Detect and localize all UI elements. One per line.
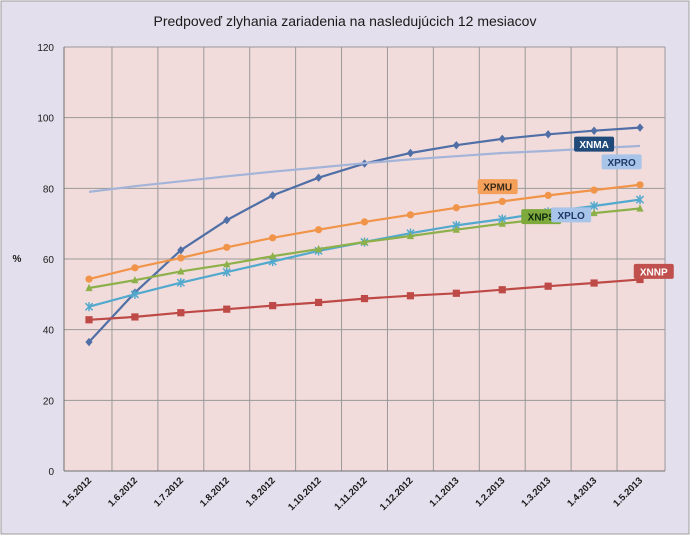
data-point-xnps <box>590 208 598 217</box>
y-tick-label: 60 <box>43 255 55 266</box>
y-tick-label: 120 <box>37 43 54 54</box>
series-line-xpro <box>88 144 641 193</box>
data-point-xnps <box>314 245 323 253</box>
data-point-xnnp <box>406 292 415 300</box>
gridlines <box>63 46 666 472</box>
data-point-xnnp <box>452 289 460 297</box>
label-box-xnma <box>574 136 615 152</box>
data-point-xnps <box>131 276 139 284</box>
data-point-xnma <box>177 245 185 255</box>
label-text-xnps: XNPS <box>528 213 556 224</box>
data-point-xnma <box>223 215 231 225</box>
data-point-xpmu <box>406 211 415 219</box>
data-point-xpmu <box>85 275 93 283</box>
data-point-xnnp <box>131 313 139 321</box>
label-text-xplo: XPLO <box>558 211 585 222</box>
data-point-xnma <box>544 130 552 139</box>
data-point-xnps <box>636 204 644 212</box>
label-xnma: XNMA <box>574 136 615 152</box>
data-point-xpmu <box>636 181 644 189</box>
data-point-xpmu <box>452 204 460 212</box>
chart-title: Predpoveď zlyhania zariadenia na nasledu… <box>154 13 537 29</box>
data-point-xnps <box>452 225 460 233</box>
label-xnnp: XNNP <box>633 263 674 279</box>
data-point-xnps <box>360 237 369 246</box>
data-point-xpmu <box>360 218 369 226</box>
data-point-xplo <box>635 195 645 205</box>
series-xnnp <box>85 275 644 324</box>
data-point-xnps <box>85 283 93 292</box>
y-tick-label: 80 <box>43 184 55 195</box>
data-point-xnps <box>498 219 506 227</box>
data-point-xpmu <box>498 197 506 206</box>
data-point-xnps <box>223 260 231 268</box>
data-point-xplo <box>130 289 140 299</box>
data-point-xnps <box>177 267 185 275</box>
label-text-xnnp: XNNP <box>640 267 668 278</box>
data-point-xnnp <box>360 294 369 303</box>
data-point-xnps <box>269 252 277 260</box>
data-point-xnnp <box>85 316 93 324</box>
data-point-xnnp <box>590 279 598 287</box>
data-point-xpmu <box>177 254 185 262</box>
series-labels: XNMA XPRO XPMU XNPS XPLO XNNP <box>477 136 674 279</box>
data-point-xnnp <box>177 309 185 317</box>
data-point-xnma <box>498 134 506 144</box>
y-axis-label: % <box>13 254 22 265</box>
data-point-xpmu <box>590 186 598 194</box>
label-box-xnnp <box>633 263 674 279</box>
label-box-xplo <box>551 207 592 223</box>
y-tick-label: 20 <box>43 396 55 407</box>
data-point-xnnp <box>544 282 552 290</box>
data-point-xnps <box>406 231 415 240</box>
label-box-xpro <box>601 154 642 170</box>
data-point-xnma <box>269 191 277 200</box>
y-tick-label: 100 <box>37 114 54 125</box>
data-point-xplo <box>84 302 94 312</box>
label-text-xpmu: XPMU <box>483 183 512 194</box>
data-point-xnnp <box>269 302 277 310</box>
data-point-xnnp <box>314 298 323 307</box>
data-point-xnma <box>452 141 460 150</box>
label-text-xnma: XNMA <box>579 140 608 151</box>
data-point-xpmu <box>269 234 277 242</box>
series-xpmu <box>85 181 644 283</box>
series-xpro <box>88 144 641 193</box>
data-point-xnma <box>406 148 415 158</box>
data-point-xnma <box>590 126 598 135</box>
data-point-xnma <box>636 123 644 132</box>
label-xpro: XPRO <box>601 154 642 170</box>
data-point-xnnp <box>636 275 644 284</box>
label-xplo: XPLO <box>551 207 592 223</box>
label-box-xpmu <box>477 179 518 195</box>
data-point-xplo <box>176 278 185 288</box>
y-tick-label: 40 <box>43 326 55 337</box>
label-text-xpro: XPRO <box>607 158 636 169</box>
data-point-xpmu <box>314 226 323 234</box>
data-point-xplo <box>222 267 231 277</box>
data-point-xnnp <box>223 305 231 313</box>
data-point-xpmu <box>544 191 552 199</box>
label-xpmu: XPMU <box>477 179 518 195</box>
data-point-xnma <box>314 173 323 182</box>
y-tick-label: 0 <box>48 467 54 478</box>
data-point-xpmu <box>223 243 231 251</box>
data-point-xnma <box>85 337 93 347</box>
data-point-xnnp <box>498 286 506 294</box>
data-point-xpmu <box>131 264 139 272</box>
